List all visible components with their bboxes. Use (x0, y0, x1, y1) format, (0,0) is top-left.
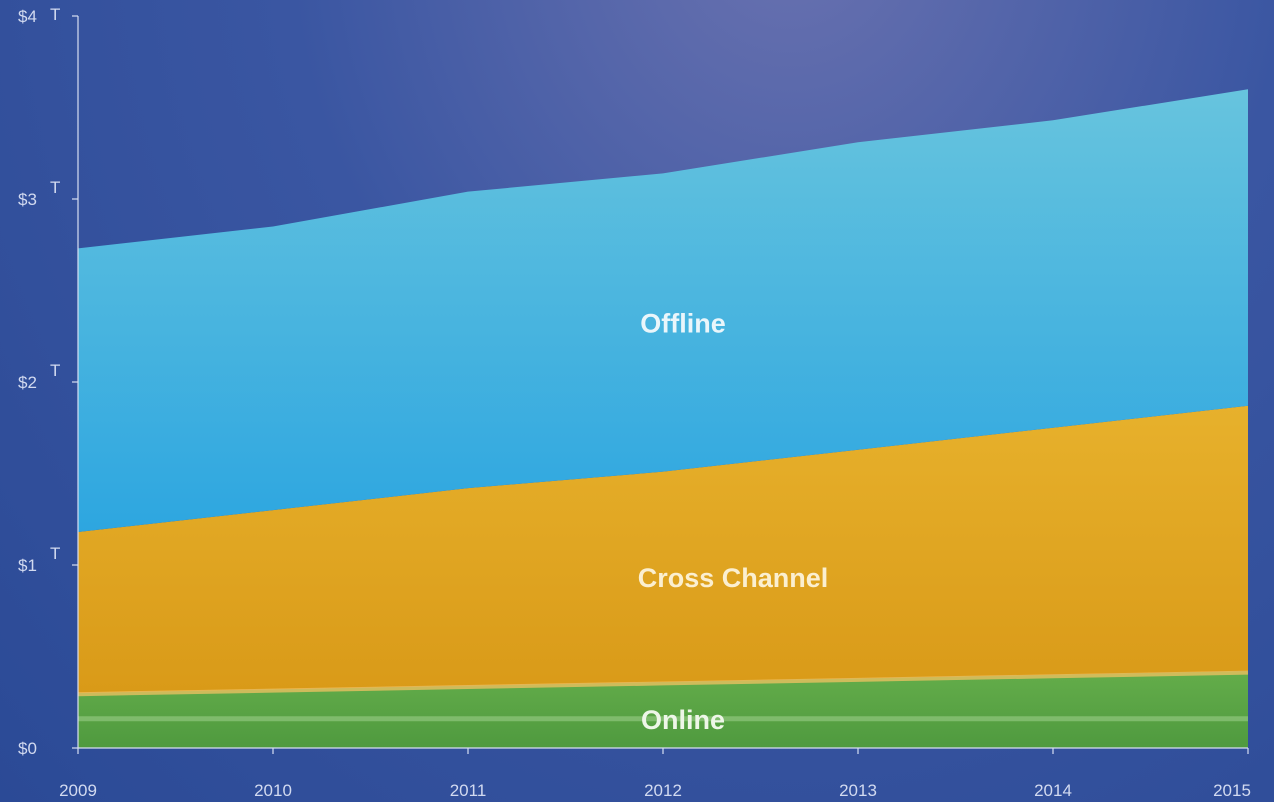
cross-channel-edge-line (77, 670, 1249, 697)
y-unit-marker: T (50, 5, 60, 24)
y-tick-label: $4 (18, 7, 37, 26)
x-tick-label: 2015 (1213, 781, 1251, 800)
areas-layer (77, 89, 1249, 748)
x-tick-label: 2012 (644, 781, 682, 800)
y-tick-label: $2 (18, 373, 37, 392)
x-tick-label: 2009 (59, 781, 97, 800)
y-tick-label: $0 (18, 739, 37, 758)
x-tick-label: 2010 (254, 781, 292, 800)
x-tick-label: 2013 (839, 781, 877, 800)
cross-channel-series-label: Cross Channel (638, 563, 829, 593)
y-unit-marker: T (50, 361, 60, 380)
ticks-layer: $0 $1 T $2 T $3 T $4 T 2009 2010 2011 2012 2013 2014 20… (18, 5, 1251, 800)
cross-channel-area (78, 405, 1248, 694)
offline-series-label: Offline (640, 309, 726, 339)
x-tick-label: 2011 (450, 781, 487, 800)
y-unit-marker: T (50, 178, 60, 197)
y-unit-marker: T (50, 544, 60, 563)
x-tick-label: 2014 (1034, 781, 1072, 800)
y-tick-label: $3 (18, 190, 37, 209)
series-labels-layer: Online Cross Channel Offline (638, 309, 829, 736)
online-series-label: Online (641, 705, 725, 735)
offline-area (78, 89, 1248, 533)
y-tick-label: $1 (18, 556, 37, 575)
